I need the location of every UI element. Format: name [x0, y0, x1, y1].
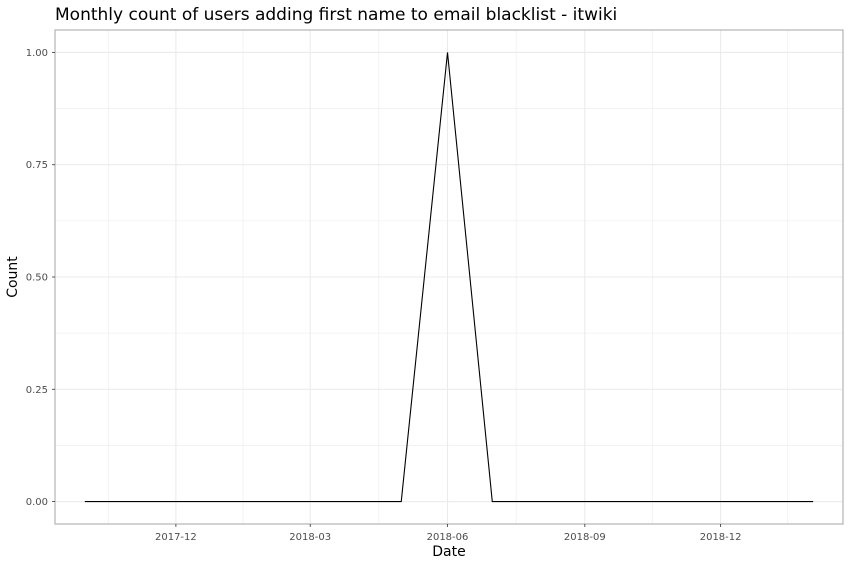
y-tick-label: 1.00: [26, 48, 48, 59]
chart-title: Monthly count of users adding first name…: [55, 5, 617, 25]
major-gridlines: [55, 30, 843, 524]
x-tick-label: 2017-12: [155, 532, 197, 543]
data-series: [84, 52, 814, 503]
y-tick-label: 0.25: [26, 385, 48, 396]
y-axis: 0.00 0.25 0.50 0.75 1.00: [26, 48, 55, 508]
y-tick-label: 0.50: [26, 273, 48, 284]
x-tick-label: 2018-09: [564, 532, 606, 543]
x-axis-title: Date: [432, 544, 465, 560]
y-tick-label: 0.00: [26, 497, 48, 508]
series-line: [84, 52, 814, 503]
x-tick-label: 2018-06: [427, 532, 469, 543]
x-axis: 2017-12 2018-03 2018-06 2018-09 2018-12: [155, 524, 742, 543]
y-axis-title: Count: [5, 256, 21, 298]
x-tick-label: 2018-12: [700, 532, 742, 543]
x-tick-label: 2018-03: [289, 532, 331, 543]
y-tick-label: 0.75: [26, 160, 48, 171]
